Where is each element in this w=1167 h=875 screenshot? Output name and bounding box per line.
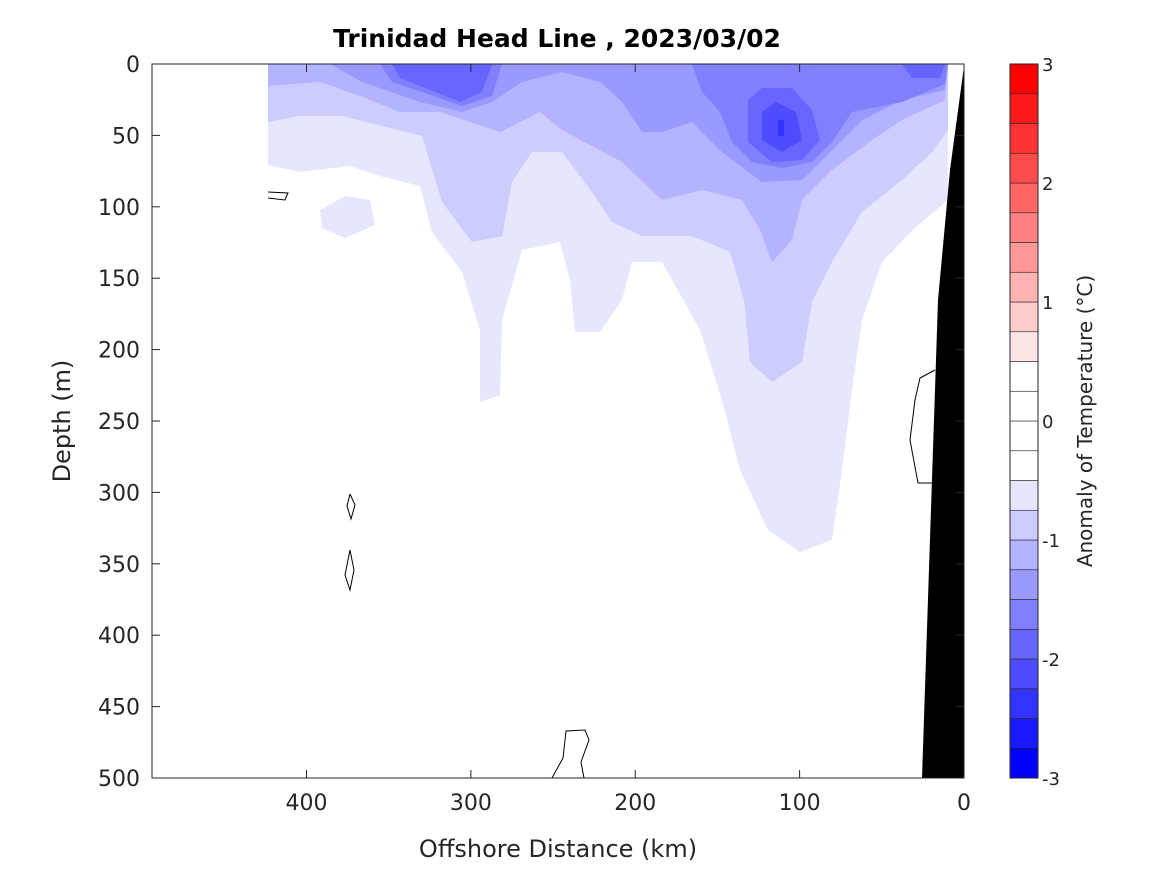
colorbar-band (1009, 182, 1039, 214)
colorbar-tick-label: 1 (1042, 293, 1053, 314)
y-axis-label: Depth (m) (48, 360, 76, 483)
y-tick-label: 0 (126, 53, 140, 78)
colorbar-band (1009, 301, 1039, 333)
colorbar-band (1009, 718, 1039, 749)
colorbar-band (1009, 569, 1039, 600)
contour-line-zero (267, 191, 289, 201)
y-tick-label: 350 (98, 553, 140, 578)
y-tick-label: 100 (98, 196, 140, 221)
colorbar-band (1009, 509, 1039, 541)
contour-line-zero (344, 549, 355, 592)
colorbar-band (1009, 628, 1039, 660)
colorbar-frame (1009, 63, 1039, 779)
colorbar-band (1009, 539, 1039, 571)
colorbar-band (1009, 420, 1039, 452)
colorbar-band (1009, 212, 1039, 243)
colorbar-band (1009, 63, 1039, 95)
colorbar-band (1009, 271, 1039, 303)
colorbar-band (1009, 747, 1039, 779)
colorbar-band (1009, 658, 1039, 690)
y-tick-label: 50 (112, 124, 140, 149)
contour-fill-level-neg2p5 (778, 120, 784, 136)
contour-line-zero (551, 729, 590, 779)
colorbar: 3 2 1 0 -1 -2 -3 (1009, 55, 1060, 790)
y-tick-label: 300 (98, 481, 140, 506)
y-tick-label: 250 (98, 410, 140, 435)
colorbar-tick-label: 0 (1042, 412, 1053, 433)
contour-line-zero (909, 369, 936, 484)
colorbar-band (1009, 599, 1039, 630)
contour-line-zero (346, 493, 356, 521)
x-tick-label: 400 (286, 791, 328, 816)
colorbar-tick-label: 2 (1042, 174, 1053, 195)
colorbar-label: Anomaly of Temperature (°C) (1073, 275, 1097, 567)
contour-fill-level-neg2 (392, 64, 492, 102)
contour-fill-level-0 (268, 185, 830, 778)
colorbar-band (1009, 361, 1039, 392)
zero-contour-lines (267, 191, 936, 779)
colorbar-band (1009, 123, 1039, 154)
colorbar-tick-label: -1 (1042, 531, 1060, 552)
contour-fills (268, 64, 948, 778)
x-tick-label: 300 (450, 791, 492, 816)
colorbar-tick-label: 3 (1042, 55, 1053, 76)
x-axis-label: Offshore Distance (km) (419, 835, 697, 863)
colorbar-band (1009, 450, 1039, 481)
x-tick-label: 200 (614, 791, 656, 816)
y-tick-label: 450 (98, 696, 140, 721)
y-tick-label: 500 (98, 767, 140, 792)
contour-fill-level-neg0p75 (320, 196, 375, 238)
y-axis: 0 50 100 150 200 250 300 350 400 450 500 (98, 53, 964, 792)
y-tick-label: 150 (98, 267, 140, 292)
chart-title: Trinidad Head Line , 2023/03/02 (333, 24, 781, 53)
y-tick-label: 200 (98, 339, 140, 364)
contour-fill-level-neg0p5 (548, 560, 557, 568)
colorbar-band (1009, 480, 1039, 511)
contour-fill-level-neg0p5 (825, 560, 834, 575)
colorbar-band (1009, 390, 1039, 422)
x-tick-label: 100 (779, 791, 821, 816)
colorbar-band (1009, 242, 1039, 273)
colorbar-band (1009, 93, 1039, 124)
contour-fill-level-neg2 (902, 64, 945, 78)
colorbar-band (1009, 331, 1039, 362)
y-tick-label: 400 (98, 624, 140, 649)
colorbar-band (1009, 152, 1039, 184)
x-axis: 400 300 200 100 0 (286, 64, 971, 816)
colorbar-tick-label: -3 (1042, 769, 1060, 790)
x-tick-label: 0 (957, 791, 971, 816)
colorbar-tick-label: -2 (1042, 650, 1060, 671)
contour-fill-level-0 (855, 185, 948, 778)
colorbar-band (1009, 688, 1039, 719)
bathymetry-seafloor (922, 66, 964, 778)
